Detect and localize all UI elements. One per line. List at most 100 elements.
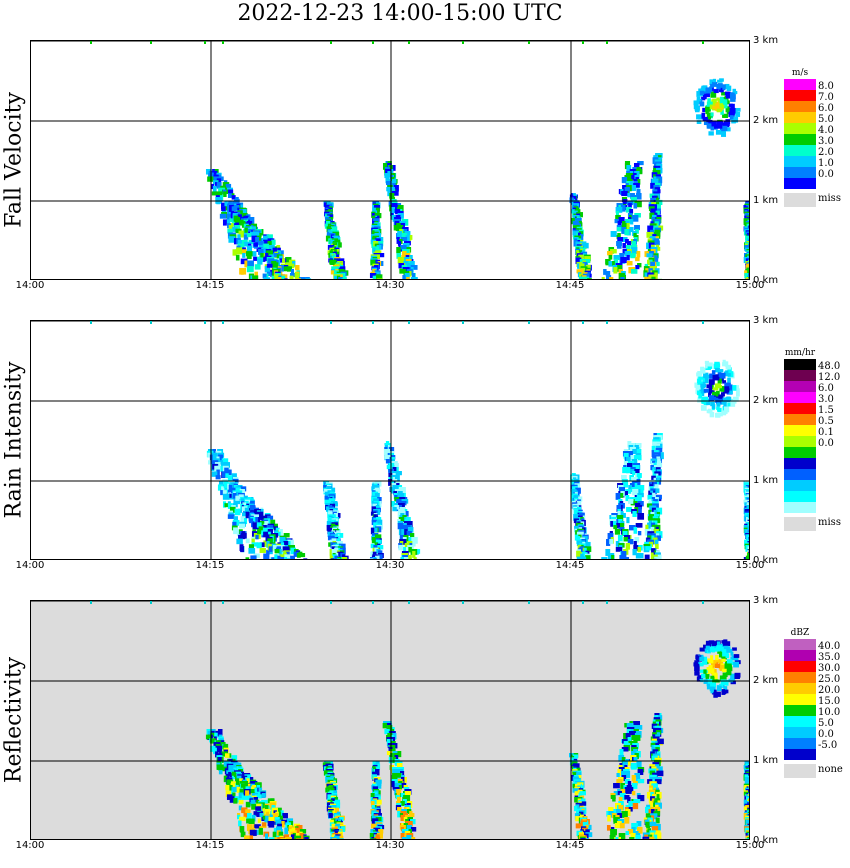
legend-swatch: 1.5 [784,403,834,416]
echo-cell [620,523,625,528]
echo-cell [332,231,340,239]
top-marker [222,601,224,604]
echo-cell [236,775,243,781]
echo-cell [277,247,281,252]
echo-cell [621,811,628,818]
echo-cell [225,473,229,478]
echo-cell [626,181,634,187]
echo-cell [223,458,229,465]
echo-cell [748,277,749,279]
echo-cell [406,835,412,839]
echo-cell [330,239,335,247]
echo-cell [223,481,228,488]
echo-cell [254,794,262,799]
echo-cell [244,835,251,839]
echo-cell [631,175,635,181]
echo-cell [261,822,267,827]
echo-cell [328,813,333,818]
echo-cell [375,274,383,279]
echo-cell [274,554,278,559]
echo-cell [400,229,405,236]
echo-cell [630,253,636,259]
echo-cell [334,555,340,559]
echo-cell [394,475,400,481]
legend-swatch: 5.0 [784,716,834,729]
echo-cell [587,278,592,279]
echo-cell [264,833,269,839]
echo-cell [626,255,630,261]
echo-cell [575,804,580,811]
echo-cell [323,770,331,776]
echo-cell [629,837,635,839]
echo-cell [210,183,215,190]
legend-swatch: 2.0 [784,145,834,158]
echo-cell [703,669,707,675]
echo-cell [400,783,407,789]
echo-cell [713,377,720,381]
echo-cell [331,834,335,839]
echo-cell [729,115,734,120]
echo-cell [749,265,750,272]
echo-cell [218,460,224,465]
echo-cell [732,117,738,123]
top-marker [408,41,410,44]
echo-cell [649,236,656,243]
echo-cell [699,647,705,652]
echo-cell [375,250,382,255]
fall-velocity-legend: m/s 8.0 7.0 6.0 5.0 4.0 3.0 2.0 1.0 0.0 miss [784,68,841,207]
echo-cell [613,783,620,789]
echo-cell [719,683,724,688]
echo-cell [649,830,656,835]
echo-cell [281,275,286,279]
echo-cell [374,233,382,238]
echo-cell [241,807,248,814]
echo-cell [288,821,294,828]
echo-cell [637,769,644,775]
echo-cell [633,541,637,548]
echo-cell [652,492,656,498]
echo-cell [391,775,396,780]
echo-cell [225,785,232,791]
echo-cell [330,558,335,559]
echo-cell [619,487,626,493]
echo-cell [624,795,630,800]
echo-cell [226,779,234,786]
echo-cell [628,741,635,746]
echo-cell [711,99,716,106]
legend-label: 40.0 [818,641,841,652]
echo-cell [329,259,335,265]
echo-cell [652,454,660,459]
echo-cell [231,771,236,776]
echo-cell [619,793,626,800]
echo-cell [616,243,622,249]
echo-cell [267,258,275,264]
echo-cell [710,655,714,661]
echo-cell [370,527,375,535]
echo-cell [747,553,749,558]
echo-cell [646,503,653,508]
echo-cell [749,518,750,522]
echo-cell [330,798,335,803]
echo-cell [400,233,408,238]
echo-cell [218,187,225,195]
echo-cell [603,559,608,560]
echo-cell [618,805,624,811]
echo-cell [630,269,638,274]
echo-cell [694,670,698,675]
echo-cell [254,787,258,793]
echo-cell [616,773,620,778]
echo-cell [282,813,288,819]
echo-cell [704,373,708,379]
echo-cell [637,513,645,520]
echo-cell [631,459,638,464]
echo-cell [394,209,401,214]
echo-cell [710,682,717,687]
echo-cell [278,557,285,559]
echo-cell [714,363,720,367]
legend-label: 7.0 [818,92,834,103]
echo-cell [241,512,249,518]
echo-cell [743,806,747,811]
echo-cell [616,523,622,529]
echo-cell [705,640,711,647]
echo-cell [370,838,377,839]
